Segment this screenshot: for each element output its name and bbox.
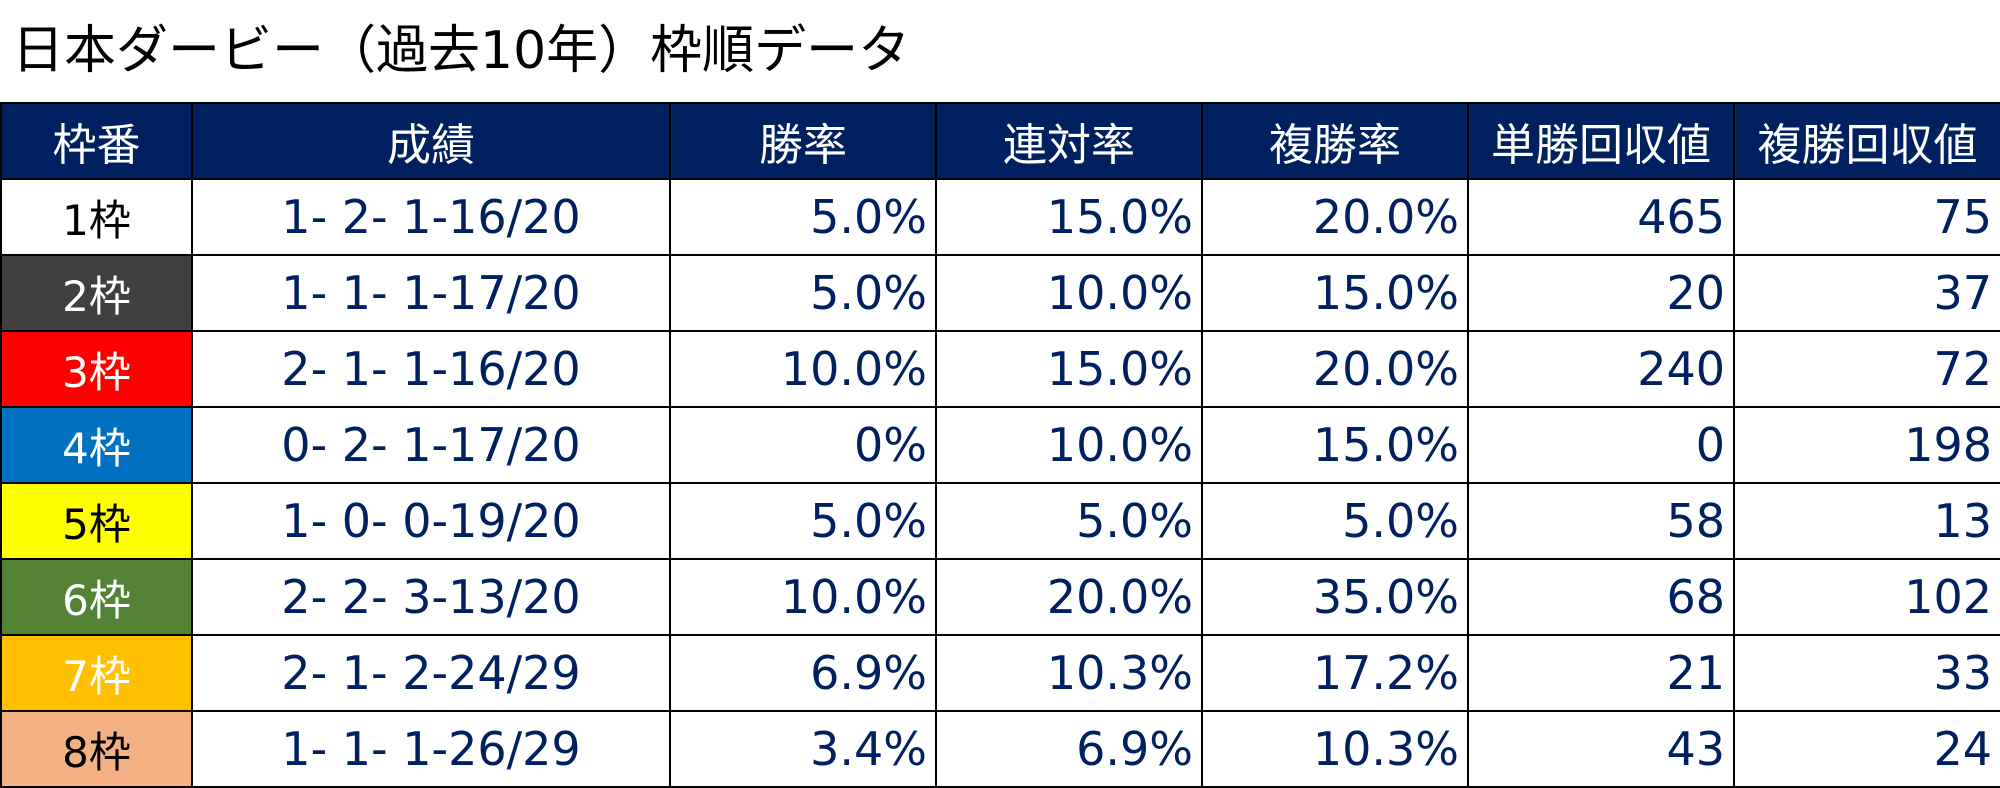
gate-label: 8枠 xyxy=(0,710,193,788)
gate-label: 5枠 xyxy=(0,482,193,560)
win-return-cell: 0 xyxy=(1467,406,1735,484)
record-cell: 1- 1- 1-17/20 xyxy=(191,254,671,332)
win-rate-cell: 5.0% xyxy=(669,178,937,256)
show-return-cell: 75 xyxy=(1733,178,2000,256)
header-show-rate: 複勝率 xyxy=(1201,102,1469,180)
table-row: 6枠 2- 2- 3-13/20 10.0% 20.0% 35.0% 68 102 xyxy=(0,558,2000,636)
header-record: 成績 xyxy=(191,102,671,180)
header-win-rate: 勝率 xyxy=(669,102,937,180)
record-cell: 2- 1- 2-24/29 xyxy=(191,634,671,712)
show-rate-cell: 5.0% xyxy=(1201,482,1469,560)
table-row: 8枠 1- 1- 1-26/29 3.4% 6.9% 10.3% 43 24 xyxy=(0,710,2000,788)
quinella-rate-cell: 5.0% xyxy=(935,482,1203,560)
show-return-cell: 198 xyxy=(1733,406,2000,484)
win-return-cell: 43 xyxy=(1467,710,1735,788)
record-cell: 1- 0- 0-19/20 xyxy=(191,482,671,560)
gate-label: 7枠 xyxy=(0,634,193,712)
quinella-rate-cell: 15.0% xyxy=(935,178,1203,256)
win-return-cell: 21 xyxy=(1467,634,1735,712)
record-cell: 2- 1- 1-16/20 xyxy=(191,330,671,408)
win-return-cell: 68 xyxy=(1467,558,1735,636)
win-return-cell: 465 xyxy=(1467,178,1735,256)
show-return-cell: 33 xyxy=(1733,634,2000,712)
show-rate-cell: 20.0% xyxy=(1201,330,1469,408)
show-return-cell: 13 xyxy=(1733,482,2000,560)
gate-label: 2枠 xyxy=(0,254,193,332)
gate-label: 6枠 xyxy=(0,558,193,636)
table-row: 2枠 1- 1- 1-17/20 5.0% 10.0% 15.0% 20 37 xyxy=(0,254,2000,332)
win-rate-cell: 3.4% xyxy=(669,710,937,788)
table-row: 4枠 0- 2- 1-17/20 0% 10.0% 15.0% 0 198 xyxy=(0,406,2000,484)
quinella-rate-cell: 10.0% xyxy=(935,254,1203,332)
show-rate-cell: 35.0% xyxy=(1201,558,1469,636)
win-rate-cell: 5.0% xyxy=(669,482,937,560)
show-return-cell: 24 xyxy=(1733,710,2000,788)
page-title: 日本ダービー（過去10年）枠順データ xyxy=(12,21,911,81)
win-rate-cell: 5.0% xyxy=(669,254,937,332)
win-return-cell: 58 xyxy=(1467,482,1735,560)
header-gate: 枠番 xyxy=(0,102,193,180)
table-body: 1枠 1- 2- 1-16/20 5.0% 15.0% 20.0% 465 75 2枠 1- 1… xyxy=(0,178,2000,788)
header-quinella-rate: 連対率 xyxy=(935,102,1203,180)
table-row: 5枠 1- 0- 0-19/20 5.0% 5.0% 5.0% 58 13 xyxy=(0,482,2000,560)
show-rate-cell: 15.0% xyxy=(1201,254,1469,332)
show-return-cell: 37 xyxy=(1733,254,2000,332)
quinella-rate-cell: 6.9% xyxy=(935,710,1203,788)
header-win-return: 単勝回収値 xyxy=(1467,102,1735,180)
record-cell: 1- 1- 1-26/29 xyxy=(191,710,671,788)
gate-label: 1枠 xyxy=(0,178,193,256)
record-cell: 0- 2- 1-17/20 xyxy=(191,406,671,484)
gate-label: 3枠 xyxy=(0,330,193,408)
win-rate-cell: 10.0% xyxy=(669,330,937,408)
table-header-row: 枠番 成績 勝率 連対率 複勝率 単勝回収値 複勝回収値 xyxy=(0,102,2000,180)
table-row: 1枠 1- 2- 1-16/20 5.0% 15.0% 20.0% 465 75 xyxy=(0,178,2000,256)
header-show-return: 複勝回収値 xyxy=(1733,102,2000,180)
win-return-cell: 240 xyxy=(1467,330,1735,408)
win-rate-cell: 6.9% xyxy=(669,634,937,712)
gate-stats-table: 枠番 成績 勝率 連対率 複勝率 単勝回収値 複勝回収値 1枠 1- 2- 1-1… xyxy=(0,102,2000,788)
record-cell: 2- 2- 3-13/20 xyxy=(191,558,671,636)
show-return-cell: 102 xyxy=(1733,558,2000,636)
win-return-cell: 20 xyxy=(1467,254,1735,332)
gate-label: 4枠 xyxy=(0,406,193,484)
record-cell: 1- 2- 1-16/20 xyxy=(191,178,671,256)
show-rate-cell: 15.0% xyxy=(1201,406,1469,484)
win-rate-cell: 10.0% xyxy=(669,558,937,636)
show-rate-cell: 17.2% xyxy=(1201,634,1469,712)
quinella-rate-cell: 10.0% xyxy=(935,406,1203,484)
quinella-rate-cell: 10.3% xyxy=(935,634,1203,712)
show-rate-cell: 20.0% xyxy=(1201,178,1469,256)
show-rate-cell: 10.3% xyxy=(1201,710,1469,788)
show-return-cell: 72 xyxy=(1733,330,2000,408)
table-row: 3枠 2- 1- 1-16/20 10.0% 15.0% 20.0% 240 72 xyxy=(0,330,2000,408)
quinella-rate-cell: 20.0% xyxy=(935,558,1203,636)
table-row: 7枠 2- 1- 2-24/29 6.9% 10.3% 17.2% 21 33 xyxy=(0,634,2000,712)
quinella-rate-cell: 15.0% xyxy=(935,330,1203,408)
win-rate-cell: 0% xyxy=(669,406,937,484)
